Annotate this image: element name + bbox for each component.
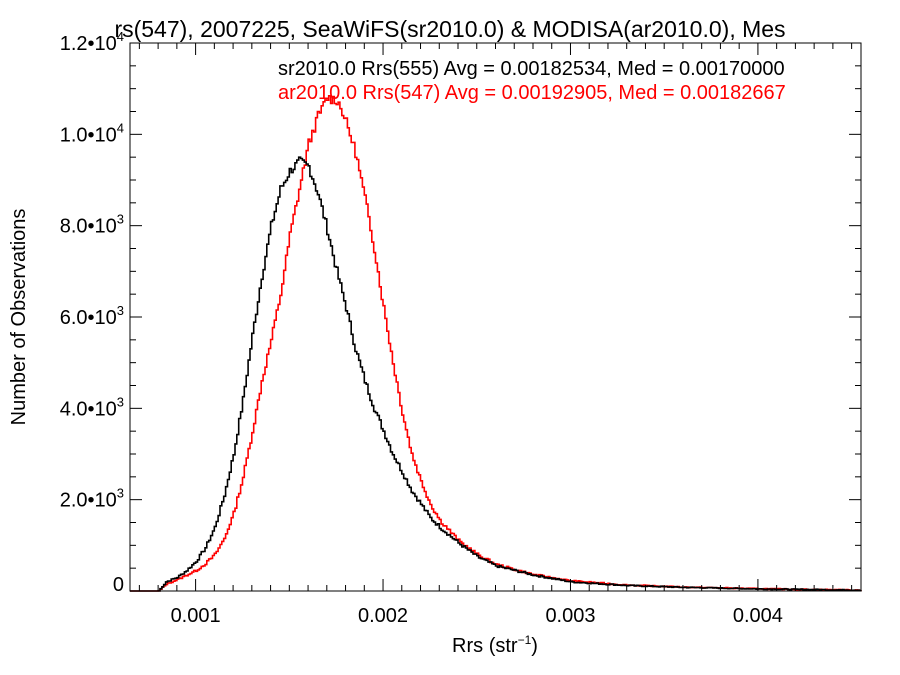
x-tick-label: 0.001 [171,605,221,627]
chart-title: rs(547), 2007225, SeaWiFS(sr2010.0) & MO… [114,16,785,42]
series-ar2010-line [130,95,862,592]
x-tick-label: 0.003 [545,605,595,627]
x-tick-label: 0.002 [358,605,408,627]
plot-frame [129,42,862,592]
y-tick-exponent: 4 [117,29,124,44]
y-tick-exponent: 3 [117,486,124,501]
y-tick-mantissa: 2.0•10 [60,490,117,512]
y-tick-label: 0 [113,574,124,596]
y-tick-mantissa: 8.0•10 [60,216,117,238]
y-tick-label: 8.0•103 [60,212,124,238]
y-tick-label: 4.0•103 [60,394,124,420]
y-tick-mantissa: 6.0•10 [60,307,117,329]
y-tick-mantissa: 4.0•10 [60,398,117,420]
y-tick-exponent: 3 [117,212,124,227]
y-tick-label: 6.0•103 [60,303,124,329]
y-axis-label: Number of Observations [8,209,30,426]
series-layer [130,95,862,592]
y-tick-exponent: 3 [117,394,124,409]
ticks-layer: 0.001 0.002 0.003 0.00402.0•1034.0•1036.0•1… [60,29,861,627]
y-tick-exponent: 3 [117,303,124,318]
y-tick-mantissa: 1.0•10 [60,124,117,146]
x-tick-label: 0.004 [733,605,783,627]
y-tick-mantissa: 0 [113,574,124,596]
legend-entry-ar2010: ar2010.0 Rrs(547) Avg = 0.00192905, Med … [278,82,786,104]
y-tick-mantissa: 1.2•10 [60,33,117,55]
y-tick-label: 1.0•104 [60,120,124,146]
y-tick-label: 2.0•103 [60,486,124,512]
series-sr2010-line [130,156,862,592]
legend-entry-sr2010: sr2010.0 Rrs(555) Avg = 0.00182534, Med … [278,58,785,80]
y-tick-label: 1.2•104 [60,29,124,55]
y-tick-exponent: 4 [117,120,124,135]
legend: sr2010.0 Rrs(555) Avg = 0.00182534, Med … [278,58,786,104]
x-axis-label: Rrs (str−1) [452,633,538,657]
